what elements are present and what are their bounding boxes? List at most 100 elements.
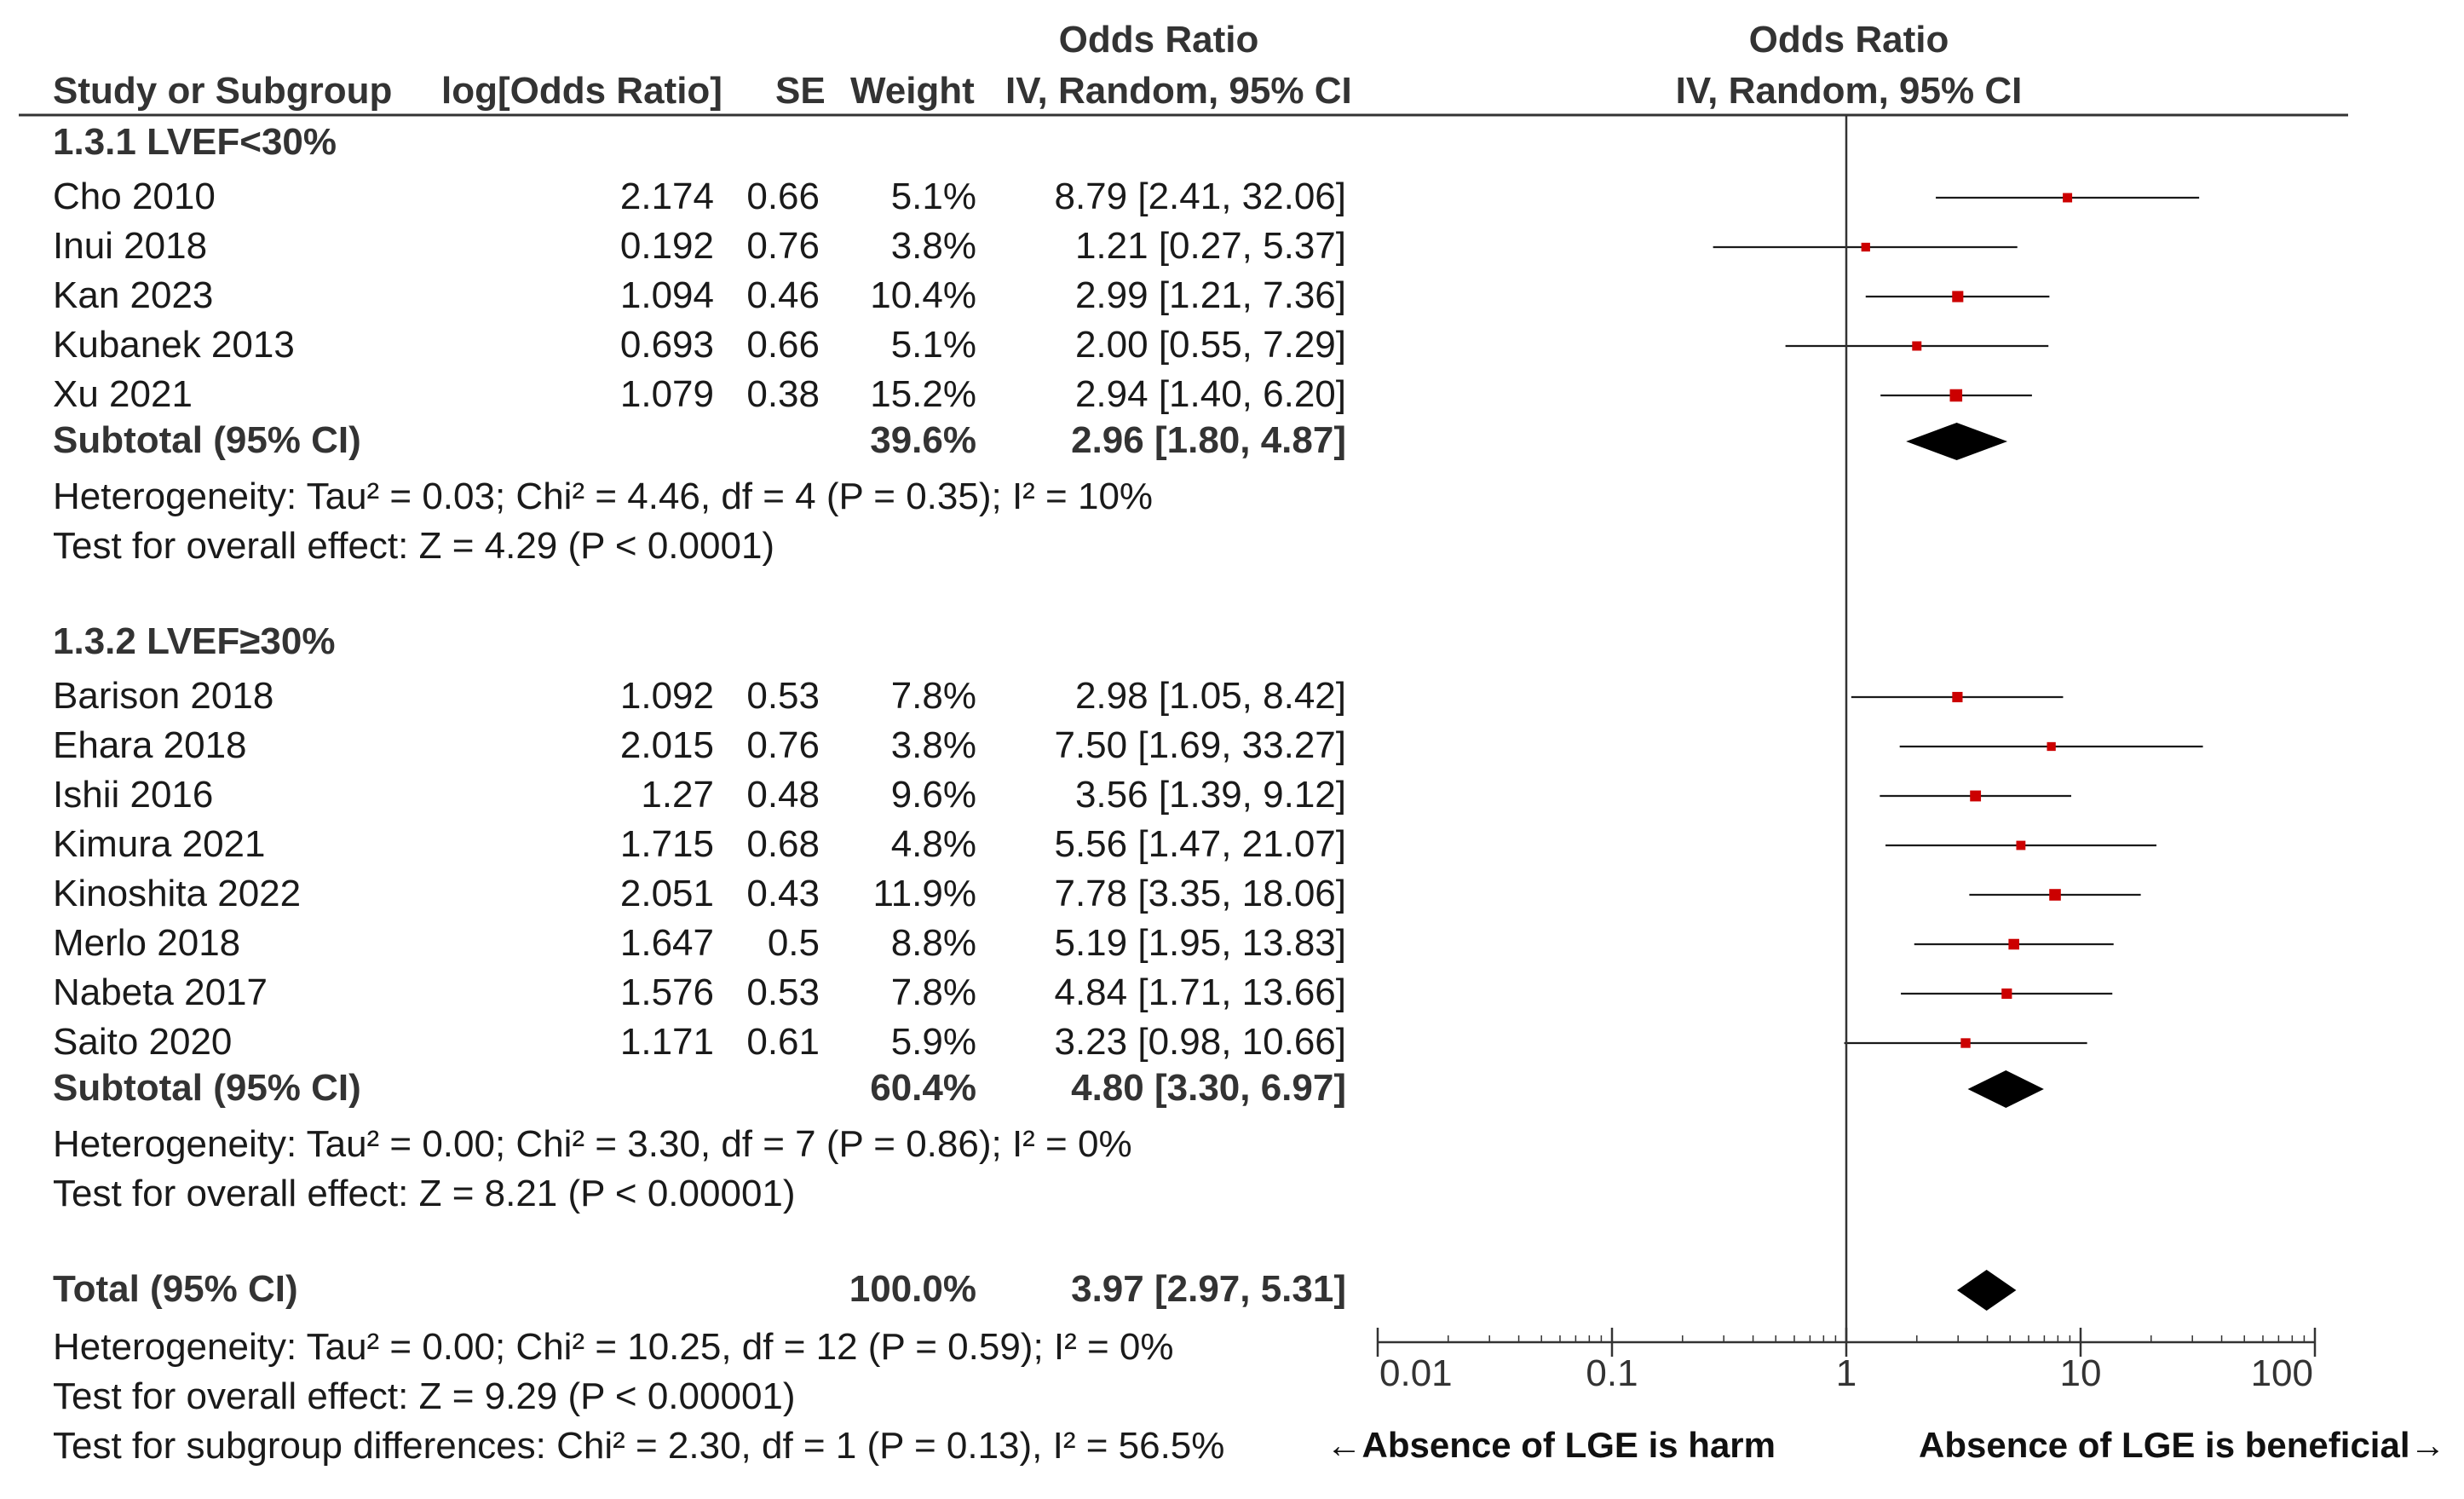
study-ci-text: 2.98 [1.05, 8.42]	[1074, 675, 1346, 717]
se-column-header: SE	[775, 70, 826, 112]
study-se: 0.66	[746, 176, 820, 217]
study-se: 0.38	[746, 373, 820, 415]
plot-method-header: IV, Random, 95% CI	[1675, 70, 2023, 112]
axis-right-label: Absence of LGE is beneficial→	[1919, 1425, 2446, 1465]
heterogeneity-text: Heterogeneity: Tau² = 0.00; Chi² = 3.30,…	[53, 1123, 1132, 1165]
study-weight: 7.8%	[890, 971, 976, 1013]
x-axis-tick-label: 10	[2060, 1352, 2102, 1394]
study-log-or: 1.715	[619, 823, 714, 865]
subgroup-title: 1.3.1 LVEF<30%	[53, 121, 337, 163]
study-ci-text: 5.19 [1.95, 13.83]	[1054, 922, 1346, 964]
study-point-estimate	[1970, 790, 1982, 802]
study-point-estimate	[2016, 840, 2026, 850]
study-point-estimate	[1952, 691, 1963, 703]
weight-column-header: Weight	[850, 70, 975, 112]
study-log-or: 0.693	[619, 324, 714, 366]
study-se: 0.76	[746, 724, 820, 766]
total-overall-effect-text: Test for overall effect: Z = 9.29 (P < 0…	[53, 1375, 796, 1417]
study-ci-text: 1.21 [0.27, 5.37]	[1074, 225, 1346, 267]
study-log-or: 1.647	[619, 922, 714, 964]
or-method-header: IV, Random, 95% CI	[1005, 70, 1352, 112]
study-point-estimate	[2001, 988, 2012, 1000]
study-log-or: 1.27	[641, 774, 714, 816]
subtotal-ci-text: 4.80 [3.30, 6.97]	[1071, 1067, 1346, 1109]
study-se: 0.53	[746, 675, 820, 717]
study-log-or: 1.171	[619, 1021, 714, 1063]
study-se: 0.66	[746, 324, 820, 366]
x-axis-tick-label: 0.01	[1379, 1352, 1453, 1394]
x-axis-tick-label: 1	[1836, 1352, 1857, 1394]
log-or-column-header: log[Odds Ratio]	[441, 70, 723, 112]
overall-effect-text: Test for overall effect: Z = 4.29 (P < 0…	[53, 525, 775, 567]
study-ci-text: 5.56 [1.47, 21.07]	[1054, 823, 1346, 865]
study-weight: 10.4%	[870, 274, 976, 316]
study-point-estimate	[2008, 938, 2019, 950]
study-point-estimate	[1861, 242, 1870, 252]
study-ci-text: 4.84 [1.71, 13.66]	[1054, 971, 1346, 1013]
study-se: 0.43	[746, 873, 820, 914]
subtotal-weight: 60.4%	[870, 1067, 976, 1109]
study-point-estimate	[1960, 1038, 1971, 1048]
subgroup-differences-text: Test for subgroup differences: Chi² = 2.…	[53, 1425, 1225, 1467]
study-se: 0.61	[746, 1021, 820, 1063]
study-column-header: Study or Subgroup	[53, 70, 393, 112]
study-name: Cho 2010	[53, 176, 216, 217]
study-se: 0.68	[746, 823, 820, 865]
study-name: Barison 2018	[53, 675, 274, 717]
x-axis-tick-label: 100	[2251, 1352, 2313, 1394]
heterogeneity-text: Heterogeneity: Tau² = 0.03; Chi² = 4.46,…	[53, 476, 1154, 517]
study-ci-text: 2.99 [1.21, 7.36]	[1074, 274, 1346, 316]
study-point-estimate	[1912, 341, 1922, 351]
study-weight: 3.8%	[890, 225, 976, 267]
study-weight: 5.1%	[890, 176, 976, 217]
study-name: Merlo 2018	[53, 922, 241, 964]
subtotal-label: Subtotal (95% CI)	[53, 1067, 361, 1109]
study-ci-text: 2.00 [0.55, 7.29]	[1074, 324, 1346, 366]
study-ci-text: 3.23 [0.98, 10.66]	[1054, 1021, 1346, 1063]
study-name: Kubanek 2013	[53, 324, 295, 366]
study-se: 0.46	[746, 274, 820, 316]
total-heterogeneity-text: Heterogeneity: Tau² = 0.00; Chi² = 10.25…	[53, 1326, 1174, 1368]
subtotal-diamond	[1967, 1070, 2044, 1108]
subtotal-label: Subtotal (95% CI)	[53, 419, 361, 461]
study-weight: 7.8%	[890, 675, 976, 717]
study-point-estimate	[1952, 291, 1964, 303]
study-point-estimate	[2047, 741, 2056, 752]
study-weight: 9.6%	[890, 774, 976, 816]
study-name: Kinoshita 2022	[53, 873, 302, 914]
x-axis-tick-label: 0.1	[1586, 1352, 1638, 1394]
study-log-or: 1.092	[619, 675, 714, 717]
study-name: Inui 2018	[53, 225, 208, 267]
study-weight: 15.2%	[870, 373, 976, 415]
study-se: 0.5	[767, 922, 820, 964]
study-ci-text: 2.94 [1.40, 6.20]	[1074, 373, 1346, 415]
study-weight: 8.8%	[890, 922, 976, 964]
study-log-or: 1.079	[619, 373, 714, 415]
subtotal-diamond	[1906, 423, 2008, 460]
axis-left-label: ←Absence of LGE is harm	[1327, 1425, 1776, 1465]
study-log-or: 2.051	[619, 873, 714, 914]
or-column-group-header: Odds Ratio	[1058, 19, 1259, 61]
study-weight: 4.8%	[890, 823, 976, 865]
study-name: Ehara 2018	[53, 724, 247, 766]
study-log-or: 2.015	[619, 724, 714, 766]
subgroup-title: 1.3.2 LVEF≥30%	[53, 620, 336, 662]
overall-effect-text: Test for overall effect: Z = 8.21 (P < 0…	[53, 1173, 796, 1214]
study-name: Saito 2020	[53, 1021, 233, 1063]
study-name: Kan 2023	[53, 274, 214, 316]
study-weight: 5.1%	[890, 324, 976, 366]
study-log-or: 1.576	[619, 971, 714, 1013]
study-log-or: 1.094	[619, 274, 714, 316]
study-ci-text: 8.79 [2.41, 32.06]	[1054, 176, 1346, 217]
study-se: 0.76	[746, 225, 820, 267]
plot-column-group-header: Odds Ratio	[1748, 19, 1949, 61]
study-weight: 3.8%	[890, 724, 976, 766]
study-se: 0.53	[746, 971, 820, 1013]
total-ci-text: 3.97 [2.97, 5.31]	[1071, 1268, 1346, 1310]
study-point-estimate	[1949, 389, 1963, 402]
study-weight: 11.9%	[872, 873, 977, 914]
study-point-estimate	[2063, 193, 2073, 203]
study-ci-text: 7.50 [1.69, 33.27]	[1054, 724, 1346, 766]
subtotal-ci-text: 2.96 [1.80, 4.87]	[1071, 419, 1346, 461]
